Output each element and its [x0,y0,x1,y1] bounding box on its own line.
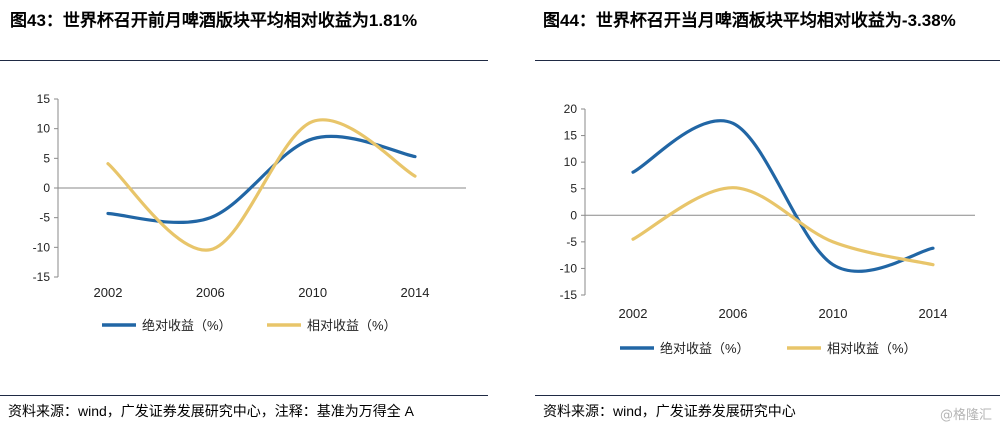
series-line-1 [106,118,417,252]
y-tick-label: -10 [560,261,578,275]
y-tick-label: -5 [39,211,50,225]
figure-title: 图43：世界杯召开前月啤酒版块平均相对收益为1.81% [10,11,418,30]
top-rule [535,60,1000,61]
bottom-rule [535,395,1000,396]
x-tick-label: 2010 [819,306,848,321]
series-line-0 [106,134,417,225]
y-tick-label: 15 [564,129,578,143]
y-tick-label: 5 [570,182,577,196]
y-tick-label: 15 [37,92,51,106]
y-tick-label: 0 [43,181,50,195]
y-tick-label: 0 [570,208,577,222]
x-tick-label: 2010 [298,285,327,300]
x-tick-label: 2014 [919,306,948,321]
y-tick-label: 10 [564,155,578,169]
x-tick-label: 2014 [401,285,430,300]
x-tick-label: 2002 [619,306,648,321]
y-tick-label: 10 [37,122,51,136]
figure-43-panel: 图43：世界杯召开前月啤酒版块平均相对收益为1.81% -15 -10 -5 0 5 10… [0,0,488,431]
y-tick-label: 5 [43,151,50,165]
top-rule [0,60,488,61]
figure-44-panel: 图44：世界杯召开当月啤酒板块平均相对收益为-3.38% -15 -10 -5 0 5 1… [535,0,1000,431]
y-tick-label: -15 [560,288,578,302]
x-tick-label: 2002 [94,285,123,300]
figure-43-chart: -15 -10 -5 0 5 10 15 2002 2006 2010 2014 绝对收益（%） 相对收… [33,92,466,333]
figure-44-chart: -15 -10 -5 0 5 10 15 20 2002 2006 2010 2014 绝对收益（%） 相… [560,102,975,356]
y-tick-label: -5 [566,235,577,249]
legend-label: 绝对收益（%） [660,341,750,356]
bottom-rule [0,395,488,396]
legend-label: 相对收益（%） [827,341,917,356]
y-tick-label: -10 [33,240,51,254]
watermark: @格隆汇 [939,408,992,423]
legend-label: 绝对收益（%） [142,318,232,333]
series-line-0 [631,119,935,273]
source-note: 资料来源：wind，广发证券发展研究中心，注释：基准为万得全 A [8,403,415,419]
series-line-1 [631,186,935,267]
figure-title: 图44：世界杯召开当月啤酒板块平均相对收益为-3.38% [543,11,956,30]
y-tick-label: -15 [33,270,51,284]
x-tick-label: 2006 [719,306,748,321]
x-tick-label: 2006 [196,285,225,300]
source-note: 资料来源：wind，广发证券发展研究中心 [543,403,796,419]
y-tick-label: 20 [564,102,578,116]
legend-label: 相对收益（%） [307,318,397,333]
